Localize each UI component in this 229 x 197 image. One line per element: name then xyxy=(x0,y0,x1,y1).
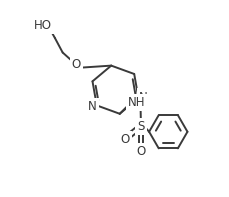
Text: N: N xyxy=(88,100,97,113)
Text: O: O xyxy=(120,133,129,146)
Text: NH: NH xyxy=(128,96,146,109)
Text: HO: HO xyxy=(34,19,52,32)
Text: N: N xyxy=(139,91,148,104)
Text: O: O xyxy=(136,145,146,158)
Text: S: S xyxy=(137,120,144,133)
Text: O: O xyxy=(72,58,81,71)
